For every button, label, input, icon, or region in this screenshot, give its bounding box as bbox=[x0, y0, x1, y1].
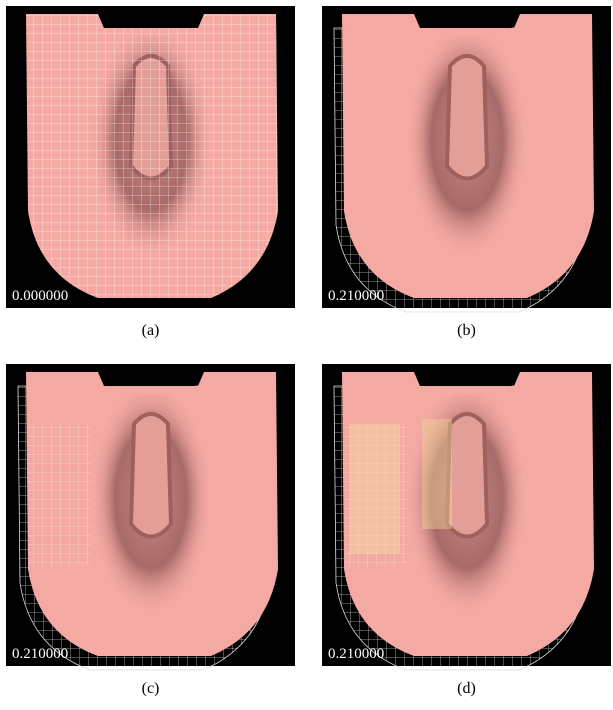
wireframe bbox=[26, 424, 91, 569]
panel: 0.000000 (a) bbox=[6, 6, 295, 339]
figure-canvas: 0.000000(a)0.210000(b)0.210000(c)0.21000… bbox=[0, 0, 613, 710]
panel: 0.210000 (b) bbox=[322, 6, 611, 339]
panel-caption: (a) bbox=[142, 322, 160, 339]
panel: 0.210000 (c) bbox=[6, 364, 295, 697]
wireframe bbox=[26, 14, 278, 298]
time-label: 0.000000 bbox=[12, 288, 68, 304]
panel: 0.210000 (d) bbox=[322, 364, 611, 697]
panel-caption: (d) bbox=[457, 680, 476, 697]
panel-caption: (b) bbox=[457, 322, 476, 339]
panel-caption: (c) bbox=[142, 680, 160, 697]
time-label: 0.210000 bbox=[328, 646, 384, 662]
highlight-region bbox=[350, 424, 400, 554]
inner-ridge bbox=[131, 414, 171, 537]
inner-ridge bbox=[447, 56, 487, 179]
highlight-region bbox=[422, 419, 452, 529]
time-label: 0.210000 bbox=[328, 288, 384, 304]
inner-ridge bbox=[447, 414, 487, 537]
time-label: 0.210000 bbox=[12, 646, 68, 662]
figure: 0.000000(a)0.210000(b)0.210000(c)0.21000… bbox=[0, 0, 613, 710]
